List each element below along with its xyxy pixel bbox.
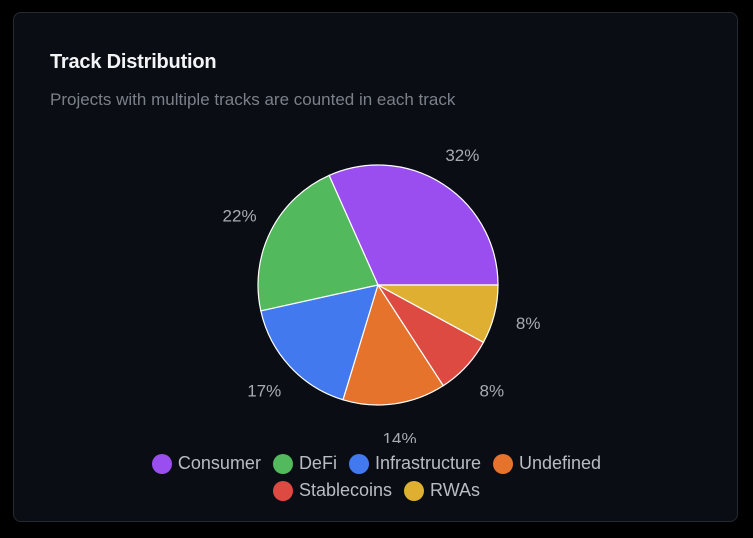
legend-label: Undefined — [519, 453, 602, 473]
legend-label: Stablecoins — [298, 480, 393, 500]
legend-row: Consumer DeFi Infrastructure Undefined — [151, 453, 601, 474]
legend-item-rwas[interactable]: RWAs — [404, 480, 480, 501]
legend-item-infrastructure[interactable]: Infrastructure — [348, 453, 481, 474]
card-subtitle: Projects with multiple tracks are counte… — [50, 90, 456, 109]
legend-label: DeFi — [298, 453, 337, 473]
legend-label: Consumer — [177, 453, 261, 473]
legend-swatch — [493, 453, 513, 474]
legend-item-undefined[interactable]: Undefined — [493, 453, 601, 474]
legend-item-defi[interactable]: DeFi — [272, 453, 337, 474]
legend-item-stablecoins[interactable]: Stablecoins — [272, 480, 393, 501]
legend-swatch — [348, 453, 369, 474]
slice-percent-label: 17% — [247, 381, 281, 400]
legend-swatch — [272, 453, 293, 474]
legend-label: RWAs — [430, 480, 481, 500]
pie-slice-consumer[interactable] — [328, 164, 499, 286]
card-title: Track Distribution — [50, 51, 217, 73]
chart-legend: Consumer DeFi Infrastructure Undefined Stab… — [14, 453, 739, 501]
pie-slice-rwas[interactable] — [377, 284, 499, 344]
legend-row: Stablecoins RWAs — [272, 480, 480, 501]
pie-slice-defi[interactable] — [257, 174, 379, 312]
track-distribution-card: Track Distribution Projects with multipl… — [13, 12, 738, 522]
slice-percent-label: 32% — [445, 146, 479, 165]
legend-swatch — [272, 480, 293, 501]
pie-slice-undefined[interactable] — [342, 283, 445, 406]
legend-swatch — [404, 480, 425, 501]
legend-label: Infrastructure — [374, 453, 481, 473]
legend-item-consumer[interactable]: Consumer — [151, 453, 261, 474]
pie-slice-infrastructure[interactable] — [260, 284, 379, 401]
legend-swatch — [151, 453, 172, 474]
slice-percent-label: 14% — [383, 429, 417, 443]
slice-percent-label: 22% — [223, 206, 257, 225]
slice-percent-label: 8% — [516, 314, 541, 333]
slice-percent-label: 8% — [479, 381, 504, 400]
pie-chart: 32% 22% 17% 14% 8% 8% — [223, 146, 541, 443]
